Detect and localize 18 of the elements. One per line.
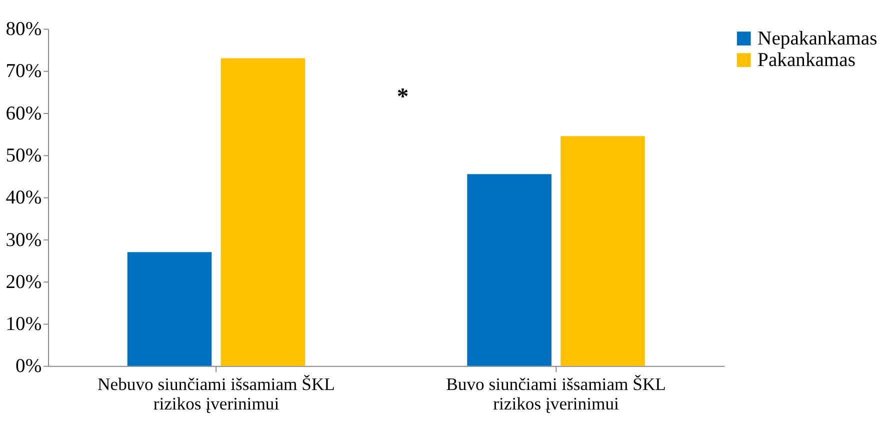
y-tick-label: 0% — [16, 356, 42, 378]
y-tick-label: 10% — [6, 314, 42, 336]
y-tick-label: 80% — [6, 19, 42, 40]
y-tick-label: 70% — [6, 61, 42, 82]
bar — [220, 58, 306, 366]
legend-label: Nepakankamas — [758, 28, 878, 50]
x-tick-label: Nebuvo siunčiami išsamiam ŠKL rizikos įverinimui — [98, 374, 335, 414]
y-tick-label: 30% — [6, 230, 42, 251]
y-tick-label: 50% — [6, 146, 42, 167]
y-tick-label: 40% — [6, 188, 42, 209]
bar — [467, 174, 552, 366]
y-tick-label: 60% — [6, 103, 42, 124]
bar — [127, 252, 212, 366]
annotation: * — [396, 84, 409, 110]
legend-label: Pakankamas — [758, 50, 856, 71]
bar — [560, 136, 645, 366]
x-tick-label: Buvo siunčiami išsamiam ŠKL rizikos įverinimui — [446, 374, 666, 414]
y-tick-label: 20% — [6, 272, 42, 293]
